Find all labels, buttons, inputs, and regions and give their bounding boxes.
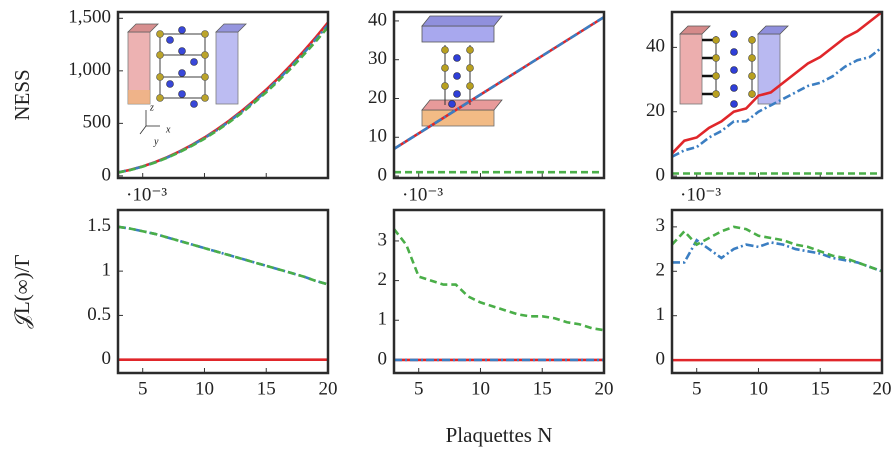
scale-label: ·10⁻³ — [126, 184, 167, 205]
series-line — [394, 15, 604, 151]
y-tick-label: 10 — [368, 126, 387, 147]
x-tick-label: 10 — [749, 378, 768, 399]
y-tick-label: 1,500 — [68, 7, 111, 28]
x-tick-label: 15 — [533, 378, 552, 399]
x-tick-label: 5 — [138, 378, 148, 399]
y-axis-label: 𝒥L(∞)/Γ — [10, 254, 34, 328]
x-tick-label: 10 — [471, 378, 490, 399]
inset-panel-1 — [127, 23, 247, 135]
x-tick-label: 20 — [319, 378, 338, 399]
y-axis-label: NESS — [10, 69, 34, 120]
x-axis-label: Plaquettes N — [446, 423, 553, 447]
x-tick-label: 20 — [595, 378, 614, 399]
y-tick-label: 1,000 — [68, 59, 111, 80]
plot-frame — [670, 208, 884, 375]
inset-panel-3 — [679, 25, 789, 108]
y-tick-label: 0 — [102, 348, 112, 369]
inset-axis-label: z — [149, 102, 154, 113]
y-tick-label: 20 — [368, 87, 387, 108]
y-tick-label: 0 — [656, 348, 666, 369]
series-line — [118, 225, 328, 286]
x-tick-label: 5 — [414, 378, 424, 399]
plot-area — [394, 228, 604, 362]
plot-frame — [116, 10, 330, 180]
scale-label: ·10⁻³ — [680, 184, 721, 205]
y-tick-label: 30 — [368, 48, 387, 69]
y-tick-label: 1 — [378, 309, 388, 330]
series-line — [672, 12, 882, 155]
series-line — [672, 225, 882, 273]
inset-axis-label: y — [153, 136, 159, 147]
plot-frame — [116, 208, 330, 375]
plot-area — [672, 12, 882, 175]
y-tick-label: 3 — [656, 215, 666, 236]
y-tick-label: 500 — [83, 112, 112, 133]
y-tick-label: 40 — [646, 36, 665, 57]
x-tick-label: 10 — [195, 378, 214, 399]
plot-area — [672, 225, 882, 362]
plot-area — [118, 225, 328, 362]
y-tick-label: 1 — [102, 259, 112, 280]
y-tick-label: 0 — [378, 348, 388, 369]
plot-frame — [670, 10, 884, 180]
plot-frame — [392, 10, 606, 180]
y-tick-label: 20 — [646, 100, 665, 121]
plot-frame — [392, 208, 606, 375]
series-line — [672, 46, 882, 158]
x-tick-label: 5 — [692, 378, 702, 399]
y-tick-label: 1 — [656, 304, 666, 325]
plot-area — [394, 15, 604, 174]
y-tick-label: 3 — [378, 229, 388, 250]
series-line — [672, 238, 882, 273]
y-tick-label: 0.5 — [87, 304, 111, 325]
y-tick-label: 2 — [378, 269, 388, 290]
y-tick-label: 0 — [656, 164, 666, 185]
scale-label: ·10⁻³ — [402, 184, 443, 205]
x-tick-label: 15 — [811, 378, 830, 399]
y-tick-label: 40 — [368, 9, 387, 30]
inset-panel-2 — [421, 15, 503, 127]
y-tick-label: 0 — [102, 164, 112, 185]
series-line — [394, 228, 604, 332]
series-line — [118, 26, 328, 174]
x-tick-label: 20 — [873, 378, 892, 399]
y-tick-label: 2 — [656, 260, 666, 281]
x-tick-label: 15 — [257, 378, 276, 399]
series-line — [118, 225, 328, 286]
plot-area — [118, 21, 328, 174]
y-tick-label: 0 — [378, 164, 388, 185]
inset-axis-label: x — [165, 124, 171, 135]
y-tick-label: 1.5 — [87, 215, 111, 236]
